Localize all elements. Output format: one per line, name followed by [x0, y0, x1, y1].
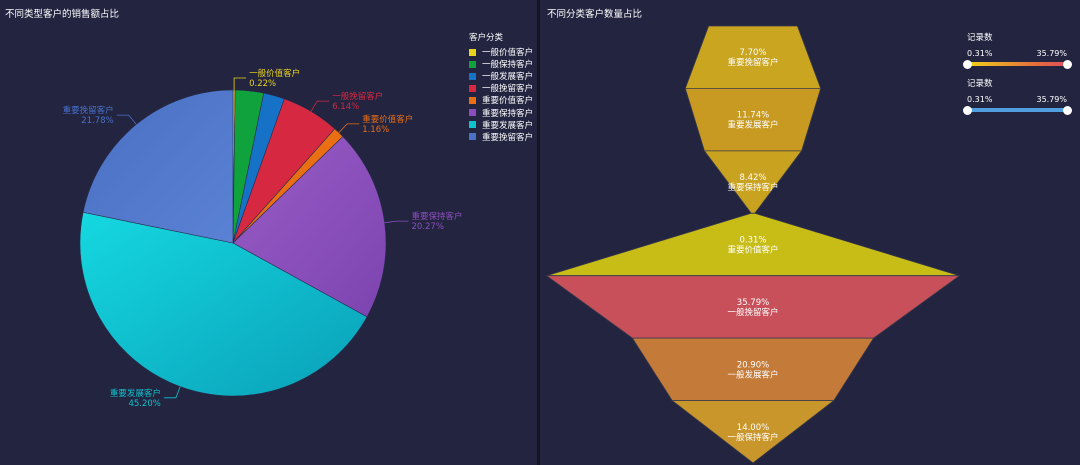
legend-label: 重要保持客户	[482, 108, 534, 119]
pie-label-leader	[163, 386, 181, 399]
customer-count-title: 不同分类客户数量占比	[547, 9, 643, 20]
pie-slice-label: 重要发展客户	[110, 388, 161, 399]
legend-label: 重要价值客户	[482, 96, 534, 107]
record-count-filter-1: 记录数 0.31% 35.79%	[962, 31, 1072, 69]
slider-low-handle[interactable]	[962, 59, 972, 69]
funnel-category-label: 一般发展客户	[727, 369, 778, 380]
pie-slice-value-label: 6.14%	[332, 102, 359, 112]
pie-slice-label: 重要价值客户	[362, 114, 413, 125]
legend-item[interactable]: 重要价值客户	[469, 94, 533, 106]
legend-item[interactable]: 重要挽留客户	[469, 131, 533, 143]
slider-title: 记录数	[967, 79, 993, 89]
pie-label-leader	[233, 77, 247, 90]
slider-range-labels: 0.31% 35.79%	[967, 95, 1067, 104]
legend-label: 一般挽留客户	[482, 84, 534, 95]
pie-slice[interactable]	[82, 89, 234, 244]
slider-min-label: 0.31%	[967, 49, 993, 58]
funnel-segment[interactable]	[671, 400, 835, 464]
legend-item[interactable]: 一般挽留客户	[469, 82, 533, 94]
pie-slice-value-label: 45.20%	[128, 399, 160, 409]
pie-slice-label: 重要保持客户	[412, 211, 463, 222]
legend-title: 客户分类	[469, 33, 504, 43]
sales-share-pie-chart: 一般价值客户0.22%一般挽留客户6.14%重要价值客户1.16%重要保持客户2…	[63, 68, 463, 409]
record-count-filter-2: 记录数 0.31% 35.79%	[962, 77, 1072, 115]
legend-label: 一般发展客户	[482, 72, 534, 83]
slider-max-label: 35.79%	[1036, 49, 1067, 58]
pie-label-leader	[310, 100, 330, 112]
pie-label-leader	[116, 114, 137, 125]
slider-track[interactable]	[962, 59, 1072, 69]
slider-track[interactable]	[962, 105, 1072, 115]
customer-count-panel: 不同分类客户数量占比 7.70% 重要挽留客户 11.74% 重要发展客户 8.42% 重…	[540, 0, 1080, 465]
customer-count-funnel-chart: 7.70%重要挽留客户 11.74%重要发展客户 8.42%重要保持客户 0.31%重…	[545, 25, 961, 464]
legend-swatch	[469, 84, 476, 92]
pie-slice[interactable]	[232, 136, 387, 318]
legend-item[interactable]: 重要发展客户	[469, 119, 533, 131]
pie-slice-value-label: 1.16%	[362, 125, 389, 135]
slider-low-handle[interactable]	[962, 105, 972, 115]
legend-swatch	[469, 48, 476, 56]
funnel-value-label: 11.74%	[737, 111, 769, 121]
legend-swatch	[469, 72, 476, 80]
funnel-value-label: 8.42%	[739, 173, 766, 183]
funnel-category-label: 重要发展客户	[727, 120, 778, 131]
legend-label: 一般保持客户	[482, 60, 534, 71]
panel-divider	[537, 0, 540, 465]
legend-swatch	[469, 60, 476, 68]
sales-share-panel: 不同类型客户的销售额占比 一般价值客户 0.22% 一般挽留客户 6.14% 重要价值客…	[0, 0, 537, 465]
legend-label: 一般价值客户	[482, 48, 534, 59]
legend-label: 重要挽留客户	[482, 132, 534, 143]
funnel-category-label: 重要挽留客户	[727, 57, 778, 68]
funnel-value-label: 14.00%	[737, 423, 769, 433]
legend-label: 重要发展客户	[482, 120, 534, 131]
funnel-value-label: 7.70%	[739, 48, 766, 58]
pie-slice-value-label: 21.78%	[81, 116, 113, 126]
pie-slice-label: 一般价值客户	[249, 68, 300, 79]
slider-max-label: 35.79%	[1036, 95, 1067, 104]
slider-title: 记录数	[967, 33, 993, 43]
funnel-category-label: 一般挽留客户	[727, 307, 778, 318]
slider-high-handle[interactable]	[1062, 59, 1072, 69]
funnel-category-label: 重要保持客户	[727, 182, 778, 193]
legend-item[interactable]: 重要保持客户	[469, 106, 534, 119]
legend-item[interactable]: 一般价值客户	[469, 46, 533, 58]
funnel-value-label: 20.90%	[737, 360, 769, 370]
funnel-category-label: 一般保持客户	[727, 432, 778, 443]
slider-range-labels: 0.31% 35.79%	[967, 49, 1067, 58]
funnel-value-label: 0.31%	[739, 236, 766, 246]
legend-item[interactable]: 一般发展客户	[469, 70, 533, 82]
pie-slice-value-label: 20.27%	[412, 222, 444, 232]
sales-share-title: 不同类型客户的销售额占比	[5, 9, 120, 20]
slider-high-handle[interactable]	[1062, 105, 1072, 115]
customer-category-legend: 客户分类 一般价值客户 一般保持客户 一般发展客户 一般挽留客户 重要价值客户 重要保持客…	[469, 31, 533, 143]
pie-label-leader	[384, 220, 409, 224]
legend-swatch	[469, 96, 476, 104]
pie-label-leader	[338, 123, 360, 133]
pie-slice-label: 一般挽留客户	[332, 91, 383, 102]
legend-swatch	[469, 133, 476, 141]
legend-swatch	[469, 121, 476, 129]
pie-slice[interactable]	[79, 211, 368, 397]
slider-min-label: 0.31%	[967, 95, 993, 104]
pie-slice-label: 重要挽留客户	[63, 105, 114, 116]
funnel-value-label: 35.79%	[737, 298, 769, 308]
legend-item[interactable]: 一般保持客户	[469, 58, 533, 70]
funnel-category-label: 重要价值客户	[727, 245, 778, 256]
legend-swatch	[469, 109, 476, 117]
pie-slice-value-label: 0.22%	[249, 79, 276, 89]
